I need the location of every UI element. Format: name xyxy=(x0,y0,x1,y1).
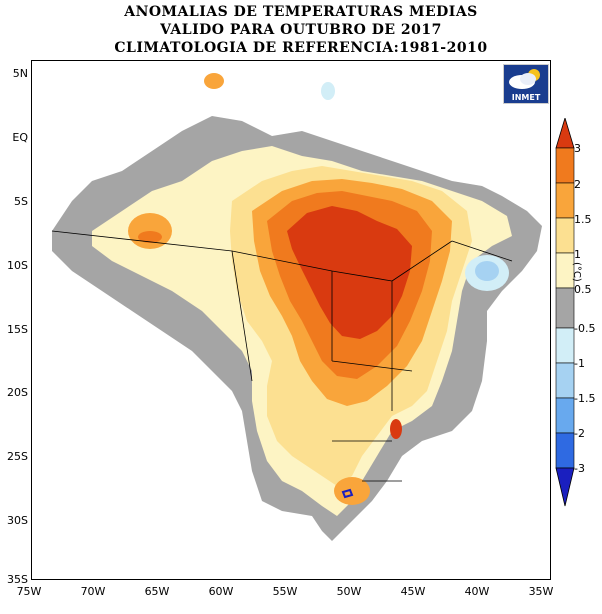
lon-label: 45W xyxy=(400,585,426,598)
lon-label: 40W xyxy=(464,585,490,598)
state-borders xyxy=(51,230,513,482)
south-blue-contour xyxy=(341,488,354,499)
colorbar-bin xyxy=(555,327,575,364)
lat-label: 25S xyxy=(7,450,28,463)
colorbar-label: -3 xyxy=(574,462,585,475)
lat-label: 30S xyxy=(7,514,28,527)
map-frame xyxy=(31,60,551,580)
colorbar-label: 3 xyxy=(574,142,581,155)
colorbar-label: 2 xyxy=(574,178,581,191)
colorbar-label: 0.5 xyxy=(574,283,592,296)
lon-label: 70W xyxy=(80,585,106,598)
south-orange-patch xyxy=(334,477,370,505)
colorbar-label: -0.5 xyxy=(574,322,596,335)
colorbar xyxy=(555,118,575,507)
map-title: ANOMALIAS DE TEMPERATURAS MEDIAS xyxy=(124,4,478,20)
colorbar-bin xyxy=(555,287,575,329)
colorbar-bin xyxy=(555,217,575,254)
lat-label: EQ xyxy=(12,131,28,144)
colorbar-label: 1 xyxy=(574,248,581,261)
lat-label: 5N xyxy=(12,67,28,80)
colorbar-unit: (°C) xyxy=(571,262,582,282)
lat-label: 15S xyxy=(7,323,28,336)
lat-label: 35S xyxy=(7,573,28,586)
southeast-red-patch xyxy=(390,419,402,439)
colorbar-bin xyxy=(555,432,575,469)
land-red-core-region xyxy=(287,206,412,339)
logo-text: INMET xyxy=(511,93,541,102)
colorbar-label: 1.5 xyxy=(574,213,592,226)
map-subtitle-climatology: CLIMATOLOGIA DE REFERENCIA:1981-2010 xyxy=(114,40,488,56)
lon-label: 75W xyxy=(16,585,42,598)
lon-label: 55W xyxy=(272,585,298,598)
cloud-sun-icon xyxy=(509,69,540,89)
anomaly-map xyxy=(51,73,542,541)
lon-label: 35W xyxy=(528,585,554,598)
lat-label: 5S xyxy=(14,195,28,208)
colorbar-label: -1.5 xyxy=(574,392,596,405)
colorbar-label: -2 xyxy=(574,427,585,440)
colorbar-top-arrow xyxy=(555,118,575,149)
inmet-logo: INMET xyxy=(503,64,549,104)
colorbar-bin xyxy=(555,397,575,434)
lat-label: 20S xyxy=(7,386,28,399)
colorbar-label: -1 xyxy=(574,357,585,370)
lat-label: 10S xyxy=(7,259,28,272)
northwest-orange-patch xyxy=(204,73,224,89)
colorbar-bin xyxy=(555,362,575,399)
lon-label: 60W xyxy=(208,585,234,598)
lon-label: 50W xyxy=(336,585,362,598)
west-deeporange-patch xyxy=(138,231,162,243)
map-subtitle-validity: VALIDO PARA OUTUBRO DE 2017 xyxy=(160,22,442,38)
north-blue-patch xyxy=(321,82,335,100)
lon-label: 65W xyxy=(144,585,170,598)
colorbar-bin xyxy=(555,147,575,184)
northeast-blue-core xyxy=(475,261,499,281)
colorbar-bottom-arrow xyxy=(555,467,575,507)
colorbar-bin xyxy=(555,182,575,219)
